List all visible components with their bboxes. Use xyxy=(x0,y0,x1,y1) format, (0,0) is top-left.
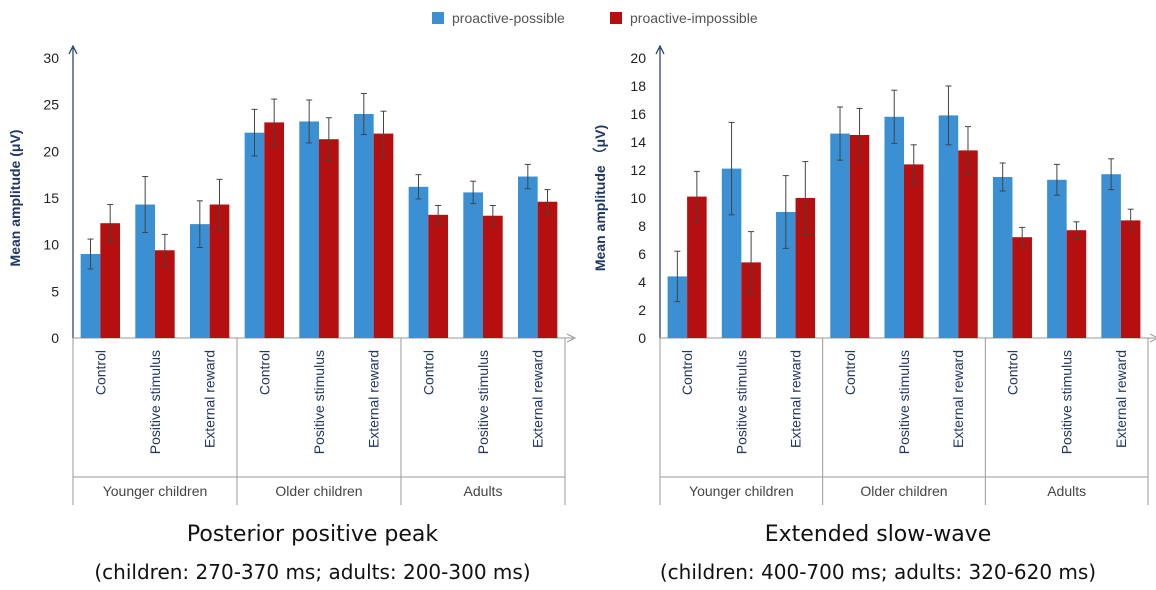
y-tick-label: 15 xyxy=(43,190,59,206)
x-tick-label: External reward xyxy=(788,350,804,448)
group-label: Older children xyxy=(275,483,362,499)
x-tick-label: Control xyxy=(92,350,108,395)
bar-proactive-impossible xyxy=(1012,237,1032,338)
bar-proactive-impossible xyxy=(537,201,558,338)
y-tick-label: 8 xyxy=(638,218,646,234)
bar-proactive-possible xyxy=(299,121,319,338)
left-caption-subtitle: (children: 270-370 ms; adults: 200-300 m… xyxy=(94,560,531,584)
y-tick-label: 0 xyxy=(638,330,646,346)
bar-proactive-possible xyxy=(992,177,1013,338)
x-tick-label: Control xyxy=(420,350,436,395)
bar-proactive-possible xyxy=(721,168,742,338)
y-tick-label: 4 xyxy=(638,274,646,290)
bar-proactive-possible xyxy=(135,204,155,338)
x-tick-label: External reward xyxy=(366,350,382,448)
chart-extended-slow-wave: 0 2 4 6 8 10 12 14 16 18 20 Mean amplitude （μV) Cont… xyxy=(592,45,1156,505)
x-axis-arrow xyxy=(566,333,577,343)
bar-proactive-impossible xyxy=(483,215,503,338)
y-tick-label: 6 xyxy=(638,246,646,262)
y-tick-label: 14 xyxy=(630,134,646,150)
bar-proactive-possible xyxy=(80,254,101,338)
y-axis-arrow xyxy=(655,45,665,55)
bar-proactive-possible xyxy=(667,276,688,338)
x-tick-label: External reward xyxy=(950,350,966,448)
group-label: Adults xyxy=(1047,483,1086,499)
bar-proactive-possible xyxy=(1047,179,1067,338)
bar-proactive-possible xyxy=(517,176,538,338)
bar-proactive-impossible xyxy=(373,133,394,338)
right-caption-title: Extended slow-wave xyxy=(764,522,992,547)
y-tick-label: 2 xyxy=(638,302,646,318)
group-label: Younger children xyxy=(689,483,794,499)
x-tick-label: Positive stimulus xyxy=(475,350,491,454)
x-tick-label: Positive stimulus xyxy=(147,350,163,454)
bar-proactive-possible xyxy=(408,186,429,338)
y-tick-label: 20 xyxy=(43,143,59,159)
bar-proactive-impossible xyxy=(209,204,230,338)
x-tick-label: Control xyxy=(842,350,858,395)
y-tick-label: 20 xyxy=(630,50,646,66)
bar-proactive-impossible xyxy=(155,250,175,338)
bar-proactive-impossible xyxy=(849,135,870,338)
bar-proactive-possible xyxy=(776,212,796,338)
y-tick-label: 25 xyxy=(43,97,59,113)
bar-proactive-impossible xyxy=(428,214,449,338)
y-tick-label: 10 xyxy=(630,190,646,206)
bar-proactive-impossible xyxy=(1120,220,1141,338)
bar-proactive-possible xyxy=(830,133,850,338)
bar-proactive-possible xyxy=(884,116,904,338)
group-label: Adults xyxy=(464,483,503,499)
bar-proactive-possible xyxy=(244,132,265,338)
y-tick-label: 0 xyxy=(51,330,59,346)
chart-legend: proactive-possible proactive-impossible xyxy=(0,10,1156,30)
x-tick-label: Positive stimulus xyxy=(896,350,912,454)
bar-proactive-impossible xyxy=(264,122,285,339)
x-tick-label: Positive stimulus xyxy=(311,350,327,454)
x-tick-label: Control xyxy=(256,350,272,395)
x-tick-label: External reward xyxy=(530,350,546,448)
bar-proactive-possible xyxy=(353,114,374,338)
y-tick-label: 12 xyxy=(630,162,646,178)
legend-label-possible: proactive-possible xyxy=(452,10,565,26)
chart-posterior-positive-peak: 0 5 10 15 20 25 30 Mean amplitude (μV) Control Po… xyxy=(7,45,577,505)
y-tick-label: 18 xyxy=(630,78,646,94)
group-label: Older children xyxy=(860,483,947,499)
bar-proactive-possible xyxy=(463,192,483,338)
y-axis-arrow xyxy=(68,45,78,55)
bar-proactive-impossible xyxy=(687,196,707,338)
bar-proactive-impossible xyxy=(795,198,816,338)
x-tick-label: Positive stimulus xyxy=(1059,350,1075,454)
bar-proactive-impossible xyxy=(904,164,924,338)
bar-proactive-impossible xyxy=(958,150,978,338)
bar-proactive-impossible xyxy=(100,223,121,338)
bar-proactive-impossible xyxy=(741,262,761,338)
x-tick-label: Positive stimulus xyxy=(733,350,749,454)
legend-label-impossible: proactive-impossible xyxy=(630,10,758,26)
x-tick-label: External reward xyxy=(1113,350,1129,448)
x-axis-arrow xyxy=(1149,333,1156,343)
left-caption-title: Posterior positive peak xyxy=(186,522,439,547)
y-tick-label: 10 xyxy=(43,237,59,253)
x-tick-label: Control xyxy=(679,350,695,395)
x-tick-label: Control xyxy=(1004,350,1020,395)
bar-proactive-impossible xyxy=(319,139,339,338)
bar-proactive-impossible xyxy=(1066,230,1087,338)
bar-proactive-possible xyxy=(1101,174,1121,338)
legend-swatch-impossible xyxy=(610,12,622,24)
right-caption-subtitle: (children: 400-700 ms; adults: 320-620 m… xyxy=(659,560,1097,584)
group-label: Younger children xyxy=(103,483,208,499)
legend-swatch-possible xyxy=(432,12,444,24)
y-axis-label: Mean amplitude （μV) xyxy=(592,125,608,271)
x-tick-label: External reward xyxy=(202,350,218,448)
y-tick-label: 30 xyxy=(43,50,59,66)
y-tick-label: 5 xyxy=(51,283,59,299)
bar-proactive-possible xyxy=(938,115,959,339)
legend-item-possible: proactive-possible xyxy=(432,10,565,26)
y-tick-label: 16 xyxy=(630,106,646,122)
bar-proactive-possible xyxy=(189,224,210,338)
legend-item-impossible: proactive-impossible xyxy=(610,10,758,26)
y-axis-label: Mean amplitude (μV) xyxy=(7,130,23,267)
